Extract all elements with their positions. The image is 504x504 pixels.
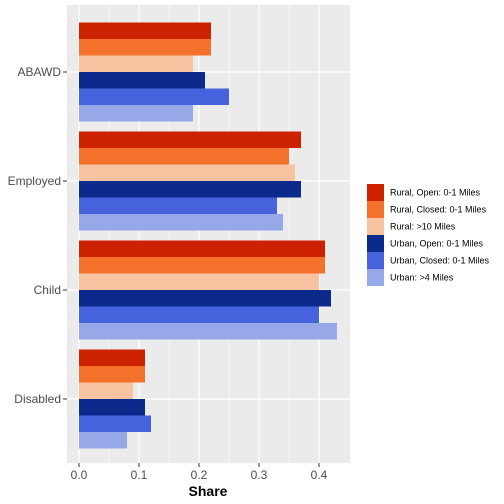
legend-label: Urban, Open: 0-1 Miles [390,239,484,249]
bars [79,22,337,449]
legend-item: Urban, Closed: 0-1 Miles [367,252,490,269]
bar [79,382,133,399]
legend-key [367,252,384,269]
bar [79,55,193,72]
bar [79,399,145,416]
x-tick-label: 0.3 [251,468,268,482]
bar [79,432,127,449]
legend-label: Rural, Closed: 0-1 Miles [390,205,487,215]
y-tick-label: ABAWD [17,65,61,79]
legend-item: Urban, Open: 0-1 Miles [367,235,484,252]
bar [79,366,145,383]
legend-key [367,201,384,218]
bar [79,240,325,257]
legend-label: Rural: >10 Miles [390,222,456,232]
bar [79,72,205,89]
bar [79,148,289,165]
legend-label: Urban, Closed: 0-1 Miles [390,256,490,266]
bar [79,39,211,56]
y-axis: ABAWD Employed Child Disabled [8,65,67,406]
x-tick-label: 0.1 [131,468,148,482]
legend: Rural, Open: 0-1 Miles Rural, Closed: 0-1… [367,184,490,286]
x-axis-title: Share [189,483,228,499]
bar [79,323,337,340]
bar [79,214,283,231]
legend-item: Rural, Open: 0-1 Miles [367,184,481,201]
bar [79,349,145,366]
bar [79,197,277,214]
bar [79,164,295,181]
bar [79,22,211,39]
x-tick-label: 0.0 [71,468,88,482]
legend-item: Rural: >10 Miles [367,218,456,235]
legend-item: Urban: >4 Miles [367,269,454,286]
bar [79,131,301,148]
bar [79,181,301,198]
legend-key [367,269,384,286]
bar [79,306,319,323]
y-tick-label: Employed [8,174,61,188]
bar [79,273,319,290]
bar [79,105,193,122]
legend-key [367,184,384,201]
bar [79,415,151,432]
bar [79,257,325,274]
y-tick-label: Disabled [14,392,61,406]
bar [79,88,229,105]
bar [79,290,331,307]
x-tick-label: 0.4 [311,468,328,482]
x-axis: 0.0 0.1 0.2 0.3 0.4 [71,463,328,482]
legend-label: Urban: >4 Miles [390,273,454,283]
x-tick-label: 0.2 [191,468,208,482]
legend-label: Rural, Open: 0-1 Miles [390,188,481,198]
legend-key [367,218,384,235]
y-tick-label: Child [34,283,61,297]
legend-key [367,235,384,252]
legend-item: Rural, Closed: 0-1 Miles [367,201,487,218]
